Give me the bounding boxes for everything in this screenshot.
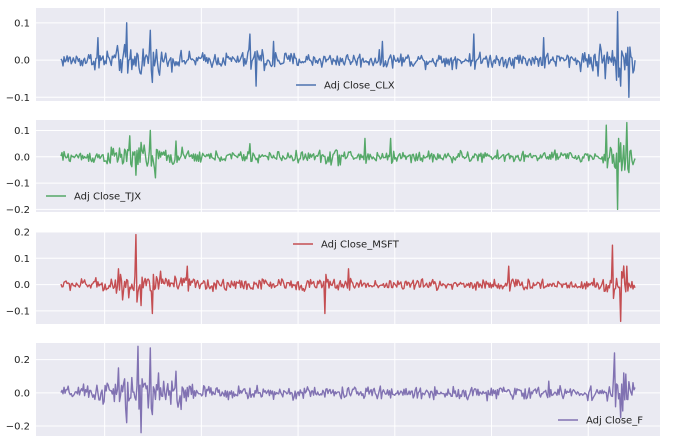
y-tick-label: 0.2 bbox=[14, 355, 30, 366]
y-tick-label: 0.0 bbox=[14, 280, 30, 291]
legend-label: Adj Close_MSFT bbox=[321, 240, 400, 251]
legend: Adj Close_CLX bbox=[296, 81, 395, 92]
series-line bbox=[60, 11, 636, 98]
y-tick-label: 0.2 bbox=[14, 228, 30, 239]
legend-label: Adj Close_F bbox=[586, 416, 643, 427]
axes-background bbox=[36, 120, 660, 212]
legend: Adj Close_F bbox=[558, 416, 643, 427]
y-tick-label: −0.1 bbox=[6, 93, 30, 104]
y-tick-label: 0.1 bbox=[14, 126, 30, 137]
series-line bbox=[60, 121, 636, 211]
subplot-f: 0.2 0.0 −0.2 Adj Close_F bbox=[6, 343, 660, 436]
subplot-clx: 0.1 0.0 −0.1 Adj Close_CLX bbox=[6, 8, 660, 104]
y-tick-label: 0.0 bbox=[14, 56, 30, 67]
y-tick-label: 0.1 bbox=[14, 254, 30, 265]
series-line bbox=[60, 233, 636, 323]
y-tick-label: −0.1 bbox=[6, 179, 30, 190]
subplot-tjx: 0.1 0.0 −0.1 −0.2 Adj Close_TJX bbox=[6, 120, 660, 216]
y-tick-label: −0.2 bbox=[6, 205, 30, 216]
legend-label: Adj Close_CLX bbox=[324, 81, 395, 92]
legend: Adj Close_MSFT bbox=[293, 240, 400, 251]
y-tick-label: 0.1 bbox=[14, 18, 30, 29]
subplot-msft: 0.2 0.1 0.0 −0.1 Adj Close_MSFT bbox=[6, 228, 660, 324]
y-tick-label: 0.0 bbox=[14, 152, 30, 163]
y-tick-label: 0.0 bbox=[14, 388, 30, 399]
legend-label: Adj Close_TJX bbox=[74, 192, 141, 203]
y-tick-label: −0.2 bbox=[6, 422, 30, 433]
y-tick-label: −0.1 bbox=[6, 306, 30, 317]
legend: Adj Close_TJX bbox=[46, 192, 141, 203]
series-line bbox=[60, 345, 636, 434]
